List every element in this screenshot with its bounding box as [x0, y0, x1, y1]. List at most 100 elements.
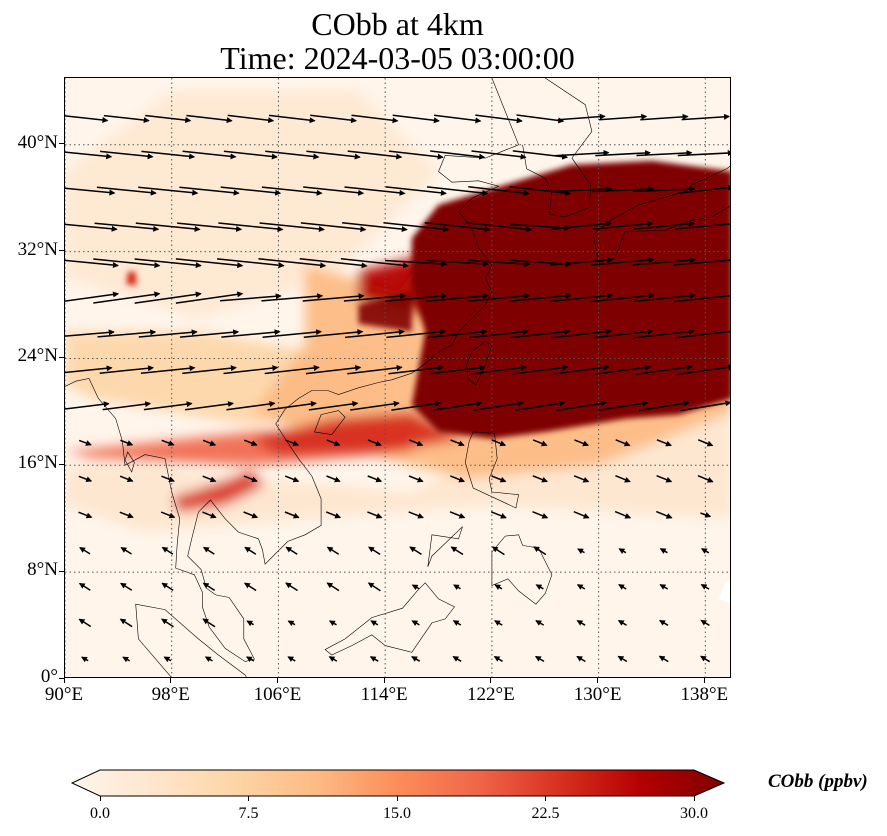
wind-arrow — [700, 655, 711, 663]
wind-arrow — [449, 511, 466, 519]
wind-arrow — [221, 329, 281, 338]
wind-arrow — [409, 439, 424, 447]
colorbar — [70, 769, 726, 797]
wind-arrow — [79, 546, 91, 555]
wind-arrow — [614, 510, 632, 519]
figure-title: CObb at 4km — [311, 6, 484, 42]
wind-arrow — [81, 656, 89, 663]
wind-arrow — [576, 619, 586, 626]
wind-arrow — [345, 329, 405, 339]
lon-tick-label: 138°E — [680, 684, 729, 705]
wind-arrow — [391, 400, 442, 411]
wind-arrow — [411, 584, 420, 591]
wind-arrow — [700, 583, 710, 590]
wind-arrow — [299, 258, 368, 269]
wind-arrow — [94, 222, 160, 232]
wind-arrow — [591, 257, 655, 266]
wind-arrow — [494, 584, 503, 591]
wind-arrow — [227, 114, 275, 124]
lon-tick-mark — [597, 678, 599, 683]
wind-arrow — [99, 365, 154, 374]
wind-arrow — [592, 328, 654, 339]
wind-arrow — [143, 401, 193, 411]
wind-arrow — [532, 475, 548, 483]
wind-arrow — [700, 548, 710, 554]
wind-arrow — [591, 292, 655, 303]
wind-arrow — [388, 364, 445, 375]
wind-arrow — [202, 475, 217, 483]
wind-arrow — [343, 293, 407, 302]
wind-arrow — [468, 186, 530, 197]
wind-arrow — [65, 291, 119, 302]
wind-arrow — [617, 655, 628, 663]
wind-arrow — [681, 113, 730, 121]
wind-arrow — [135, 222, 201, 232]
colorbar-tick-mark — [248, 796, 249, 801]
field-thai-spot — [171, 472, 266, 513]
wind-arrow — [303, 186, 365, 196]
wind-arrow — [471, 364, 527, 375]
wind-arrow — [163, 656, 172, 663]
wind-arrow — [512, 150, 569, 160]
wind-arrow — [636, 149, 693, 157]
wind-arrow — [182, 365, 237, 375]
wind-arrow — [367, 511, 383, 519]
lon-tick-label: 90°E — [44, 684, 84, 705]
wind-arrow — [510, 328, 571, 339]
wind-arrow — [65, 329, 115, 337]
wind-arrow — [426, 186, 489, 196]
field-missing-patch — [718, 579, 730, 604]
wind-arrow — [659, 619, 669, 626]
wind-arrow — [182, 150, 237, 160]
wind-arrow — [78, 475, 93, 483]
wind-arrow — [65, 223, 118, 232]
wind-arrow — [656, 510, 673, 519]
coast-hainan — [314, 410, 346, 435]
wind-arrow — [595, 149, 651, 157]
wind-arrow — [103, 114, 150, 124]
wind-arrow — [408, 511, 424, 519]
lon-tick-mark — [170, 678, 172, 683]
lon-tick-label: 106°E — [253, 684, 302, 705]
lon-tick-label: 122°E — [467, 684, 515, 705]
wind-arrow — [677, 184, 730, 194]
wind-arrow — [186, 114, 233, 124]
wind-arrow — [262, 329, 322, 338]
wind-arrow — [494, 620, 503, 626]
coast-borneo — [324, 582, 455, 656]
wind-arrow — [433, 114, 482, 124]
lon-tick-mark — [383, 678, 385, 683]
wind-arrow — [385, 186, 447, 196]
lat-tick-label: 24°N — [17, 345, 58, 367]
wind-arrow — [592, 186, 655, 193]
wind-arrow — [287, 620, 296, 627]
colorbar-tick-label: 0.0 — [90, 805, 110, 822]
wind-arrow — [636, 364, 693, 375]
wind-arrow — [490, 511, 507, 519]
wind-arrow — [658, 655, 669, 663]
wind-arrow — [557, 113, 606, 121]
wind-arrow — [326, 582, 340, 592]
wind-arrow — [426, 259, 489, 267]
wind-arrow — [386, 328, 447, 339]
wind-arrow — [697, 439, 714, 447]
field-plume-west-tip — [358, 291, 412, 332]
wind-arrow — [599, 113, 648, 121]
wind-arrow — [259, 222, 325, 232]
wind-arrow — [550, 257, 614, 266]
wind-arrow — [468, 328, 530, 339]
wind-arrow — [515, 400, 566, 412]
wind-arrow — [535, 620, 545, 626]
wind-arrow — [185, 401, 234, 411]
wind-arrow — [550, 292, 614, 303]
wind-arrow — [138, 329, 198, 338]
wind-arrow — [509, 186, 572, 197]
lon-tick-mark — [703, 678, 705, 683]
wind-arrow — [78, 511, 93, 519]
wind-arrow — [175, 258, 244, 269]
wind-arrow — [161, 546, 174, 555]
colorbar-tick-label: 7.5 — [238, 805, 259, 822]
coast-taiwan — [466, 340, 493, 386]
wind-arrow — [344, 186, 406, 196]
wind-arrow — [392, 114, 440, 124]
